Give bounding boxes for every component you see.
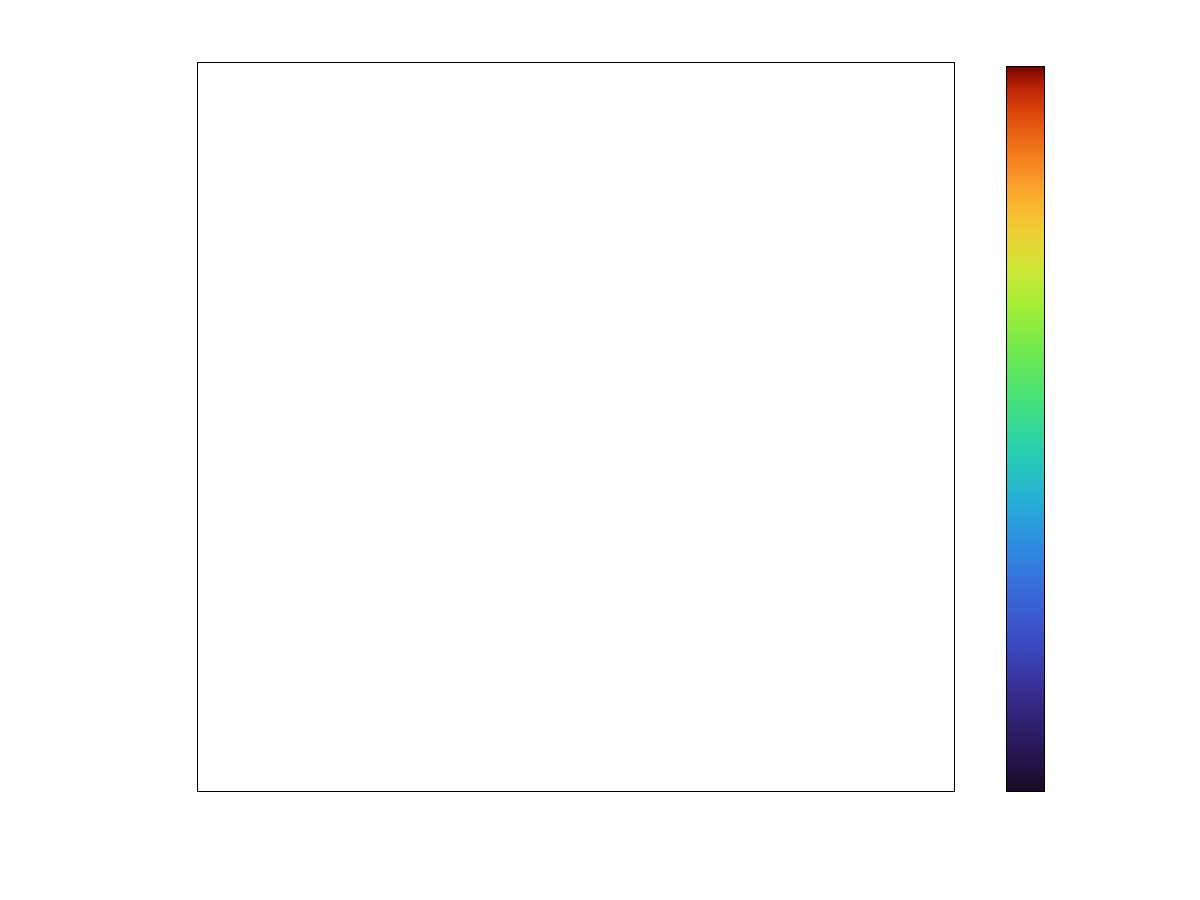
colorbar-axes [1006,66,1045,792]
heatmap-axes [197,62,955,792]
heatmap-image [198,63,954,791]
colorbar-gradient [1007,67,1044,791]
